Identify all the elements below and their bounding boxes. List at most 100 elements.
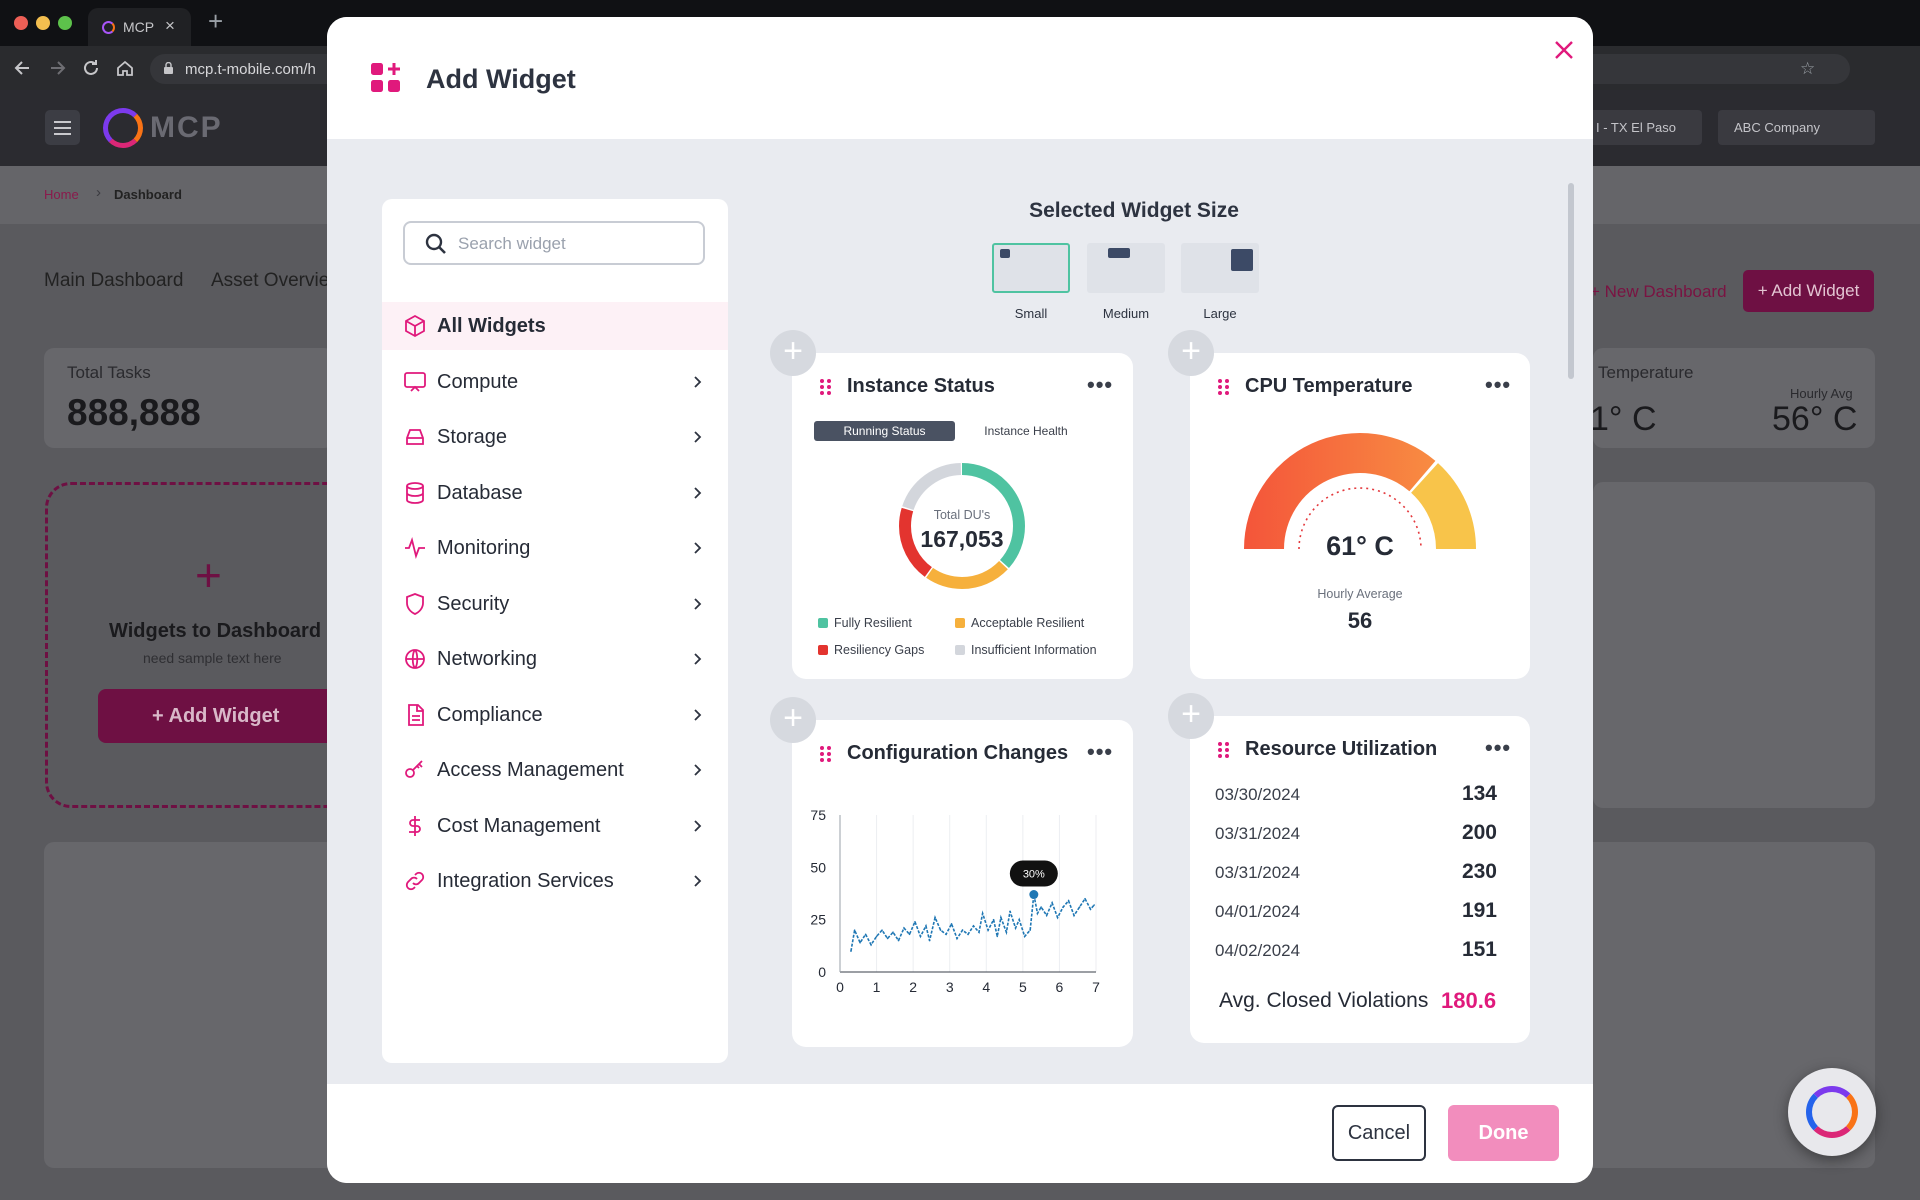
scrollbar-track[interactable] bbox=[1567, 181, 1575, 791]
sidebar-item-compute[interactable]: Compute bbox=[382, 358, 728, 406]
new-tab-button[interactable]: + bbox=[208, 6, 224, 36]
chevron-right-icon bbox=[694, 486, 702, 499]
tab-asset-overview[interactable]: Asset Overvie bbox=[211, 270, 330, 291]
close-icon[interactable] bbox=[1549, 35, 1579, 65]
more-options-icon[interactable]: ••• bbox=[1485, 372, 1512, 397]
window-close-light[interactable] bbox=[14, 16, 28, 30]
window-minimize-light[interactable] bbox=[36, 16, 50, 30]
drag-handle-icon[interactable] bbox=[819, 745, 833, 763]
cpu-temperature-value: 61° C bbox=[1326, 531, 1394, 561]
avg-closed-violations-label: Avg. Closed Violations bbox=[1219, 989, 1429, 1012]
add-resource-utilization-button[interactable]: + bbox=[1168, 693, 1214, 739]
instance-status-toggle: Running Status Instance Health bbox=[814, 421, 1097, 441]
x-tick-label: 0 bbox=[836, 979, 844, 995]
sidebar-item-label: All Widgets bbox=[437, 315, 546, 337]
row-date: 03/30/2024 bbox=[1215, 785, 1301, 804]
sidebar-item-all-widgets[interactable]: All Widgets bbox=[382, 302, 728, 350]
breadcrumb-home[interactable]: Home bbox=[44, 187, 79, 202]
drag-handle-icon[interactable] bbox=[1217, 741, 1231, 759]
reload-icon[interactable] bbox=[80, 57, 102, 79]
location-select[interactable]: I - TX El Paso bbox=[1580, 110, 1702, 145]
add-instance-status-button[interactable]: + bbox=[770, 330, 816, 376]
widget-card-resource-utilization[interactable] bbox=[1190, 716, 1530, 1043]
legend-item: Insufficient Information bbox=[955, 643, 1097, 657]
sidebar-item-security[interactable]: Security bbox=[382, 580, 728, 628]
sidebar-item-access-management[interactable]: Access Management bbox=[382, 746, 728, 794]
new-dashboard-button[interactable]: + New Dashboard bbox=[1590, 282, 1727, 301]
sidebar-item-integration-services[interactable]: Integration Services bbox=[382, 857, 728, 905]
size-option-medium[interactable] bbox=[1087, 243, 1165, 293]
instance-status-donut bbox=[899, 463, 1025, 589]
add-cpu-temperature-button[interactable]: + bbox=[1168, 330, 1214, 376]
done-button[interactable]: Done bbox=[1448, 1105, 1559, 1161]
legend-label: Fully Resilient bbox=[834, 616, 912, 630]
modal-title: Add Widget bbox=[426, 64, 576, 94]
dropzone-add-widget-button[interactable]: + Add Widget bbox=[98, 689, 338, 743]
background-widget-card bbox=[1593, 482, 1875, 808]
bookmark-star-icon[interactable]: ☆ bbox=[1800, 59, 1816, 78]
back-icon[interactable] bbox=[12, 57, 34, 79]
sidebar-item-compliance[interactable]: Compliance bbox=[382, 691, 728, 739]
drag-handle-icon[interactable] bbox=[1217, 378, 1231, 396]
sidebar-item-storage[interactable]: Storage bbox=[382, 413, 728, 461]
data-point bbox=[1093, 904, 1095, 906]
location-select-value: I - TX El Paso bbox=[1596, 120, 1676, 135]
tab-main-dashboard[interactable]: Main Dashboard bbox=[44, 270, 184, 291]
dropzone-title: Widgets to Dashboard bbox=[109, 620, 322, 642]
add-widget-header-button[interactable]: + Add Widget bbox=[1743, 270, 1874, 312]
tab-close-icon[interactable]: × bbox=[165, 16, 175, 35]
assistant-logo-icon bbox=[1806, 1086, 1858, 1138]
data-point bbox=[870, 943, 872, 946]
cancel-button[interactable]: Cancel bbox=[1332, 1105, 1426, 1161]
tab-running-status[interactable]: Running Status bbox=[814, 421, 955, 441]
row-date: 04/01/2024 bbox=[1215, 902, 1301, 921]
sidebar-item-database[interactable]: Database bbox=[382, 469, 728, 517]
widget-card-cpu-temperature[interactable] bbox=[1190, 353, 1530, 679]
selected-widget-size-text: Selected Widget Size bbox=[1029, 199, 1239, 222]
row-date: 03/31/2024 bbox=[1215, 863, 1301, 882]
size-label-small: Small bbox=[1014, 306, 1048, 321]
size-option-small[interactable] bbox=[992, 243, 1070, 293]
tab-instance-health[interactable]: Instance Health bbox=[984, 424, 1068, 438]
search-input[interactable]: Search widget bbox=[403, 221, 705, 265]
legend-label: Insufficient Information bbox=[971, 643, 1097, 657]
data-point bbox=[992, 918, 995, 921]
forward-icon[interactable] bbox=[46, 57, 68, 79]
donut-center-label: Total DU's bbox=[933, 508, 991, 522]
data-point bbox=[1056, 916, 1059, 919]
legend-label: Acceptable Resilient bbox=[971, 616, 1085, 630]
home-icon[interactable] bbox=[114, 57, 136, 79]
sidebar-item-cost-management[interactable]: Cost Management bbox=[382, 802, 728, 850]
dropzone-subtitle: need sample text here bbox=[143, 650, 282, 666]
more-options-icon[interactable]: ••• bbox=[1087, 372, 1114, 397]
chevron-right-icon bbox=[694, 542, 702, 554]
data-point bbox=[853, 929, 856, 931]
widgets-to-dashboard-dropzone bbox=[45, 482, 355, 808]
company-select[interactable]: ABC Company bbox=[1718, 110, 1875, 145]
data-point bbox=[914, 920, 916, 923]
window-zoom-light[interactable] bbox=[58, 16, 72, 30]
sidebar-item-label: Cost Management bbox=[437, 814, 601, 837]
size-label-medium: Medium bbox=[1102, 306, 1150, 321]
donut-segment-fully-resilient bbox=[899, 463, 1025, 589]
data-point bbox=[928, 939, 931, 942]
hamburger-menu-icon[interactable] bbox=[45, 110, 80, 145]
gauge-remaining-arc bbox=[1411, 463, 1476, 549]
sidebar-item-label: Compute bbox=[437, 370, 519, 393]
url-text: mcp.t-mobile.com/h bbox=[185, 61, 316, 78]
tab-title: MCP bbox=[123, 19, 155, 35]
more-options-icon[interactable]: ••• bbox=[1485, 735, 1512, 760]
sidebar-item-networking[interactable]: Networking bbox=[382, 635, 728, 683]
data-point bbox=[1009, 910, 1011, 913]
add-configuration-changes-button[interactable]: + bbox=[770, 697, 816, 743]
donut-center-value: 167,053 bbox=[920, 526, 1004, 552]
widget-card-configuration-changes[interactable] bbox=[792, 720, 1133, 1047]
highlight-point[interactable] bbox=[1029, 890, 1039, 900]
size-option-large[interactable] bbox=[1181, 243, 1259, 293]
more-options-icon[interactable]: ••• bbox=[1087, 739, 1114, 764]
sidebar-item-monitoring[interactable]: Monitoring bbox=[382, 524, 728, 572]
assistant-fab-button[interactable] bbox=[1788, 1068, 1876, 1156]
scrollbar-thumb[interactable] bbox=[1568, 183, 1574, 379]
browser-tab[interactable]: MCP × bbox=[88, 8, 191, 46]
drag-handle-icon[interactable] bbox=[819, 378, 833, 396]
